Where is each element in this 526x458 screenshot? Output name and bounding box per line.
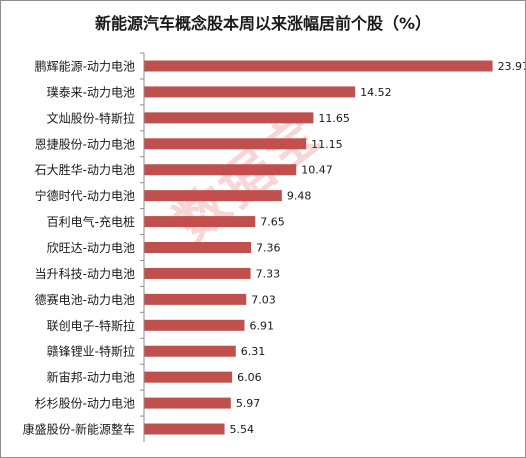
value-label: 14.52 xyxy=(360,86,392,99)
bar xyxy=(144,242,252,254)
bar xyxy=(144,293,247,305)
value-label: 11.65 xyxy=(318,112,350,125)
value-labels-layer: 23.97 14.52 11.65 11.15 10.47 9.487.65 7.36 7.3… xyxy=(230,60,525,436)
bar xyxy=(144,267,251,279)
bar xyxy=(144,397,231,409)
bar xyxy=(144,423,225,435)
bar xyxy=(144,190,282,202)
bar xyxy=(144,345,236,357)
category-label: 当升科技-动力电池 xyxy=(35,267,135,281)
bar xyxy=(144,112,314,124)
category-label: 康盛股份-新能源整车 xyxy=(23,422,135,437)
category-label: 新宙邦-动力电池 xyxy=(47,370,135,385)
value-label: 5.54 xyxy=(230,423,255,436)
category-label: 杉杉股份-动力电池 xyxy=(35,397,135,411)
bar xyxy=(144,216,256,228)
value-label: 6.31 xyxy=(241,345,266,358)
value-label: 9.48 xyxy=(287,190,312,203)
category-label: 联创电子-特斯拉 xyxy=(47,318,135,333)
value-label: 23.97 xyxy=(498,60,525,73)
value-label: 10.47 xyxy=(301,164,333,177)
category-label: 石大胜华-动力电池 xyxy=(35,162,135,177)
category-label: 鹏辉能源-动力电池 xyxy=(35,60,135,74)
bar xyxy=(144,371,233,383)
category-label: 欣旺达-动力电池 xyxy=(47,241,135,255)
category-label: 璞泰来-动力电池 xyxy=(47,85,135,99)
category-label: 赣锋锂业-特斯拉 xyxy=(47,344,135,359)
category-label: 宁德时代-动力电池 xyxy=(35,188,135,203)
category-labels-layer: 鹏辉能源-动力电池璞泰来-动力电池文灿股份-特斯拉恩捷股份-动力电池石大胜华-动… xyxy=(23,60,135,437)
value-label: 6.06 xyxy=(237,371,262,384)
bar xyxy=(144,164,297,176)
value-label: 5.97 xyxy=(236,397,261,410)
category-label: 德赛电池-动力电池 xyxy=(35,292,135,307)
value-label: 7.33 xyxy=(256,267,281,280)
bar xyxy=(144,86,356,98)
chart-title: 新能源汽车概念股本周以来涨幅居前个股（%） xyxy=(95,14,431,33)
bars-layer xyxy=(140,52,493,435)
value-label: 7.03 xyxy=(251,293,275,306)
category-label: 文灿股份-特斯拉 xyxy=(47,110,135,125)
bar xyxy=(144,138,307,150)
category-label: 恩捷股份-动力电池 xyxy=(35,137,135,151)
category-label: 百利电气-充电桩 xyxy=(47,214,135,229)
value-label: 7.36 xyxy=(256,242,281,255)
value-label: 7.65 xyxy=(260,216,285,229)
bar xyxy=(144,60,493,72)
bar xyxy=(144,319,245,331)
value-label: 6.91 xyxy=(249,319,274,332)
value-label: 11.15 xyxy=(311,138,343,151)
